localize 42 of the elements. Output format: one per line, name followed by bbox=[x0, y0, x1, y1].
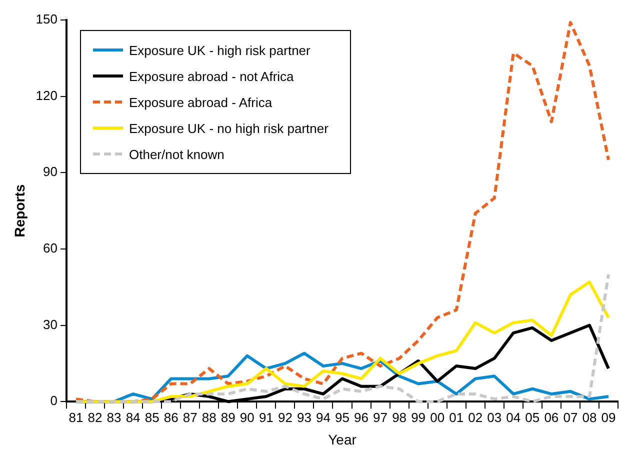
x-tick-label: 99 bbox=[411, 410, 426, 425]
x-tick-label: 97 bbox=[373, 410, 388, 425]
x-tick-label: 01 bbox=[449, 410, 464, 425]
x-tick-label: 84 bbox=[126, 410, 140, 425]
x-tick-label: 92 bbox=[278, 410, 292, 425]
y-axis-title: Reports bbox=[11, 184, 28, 238]
x-tick-label: 04 bbox=[506, 410, 521, 425]
x-tick-label: 82 bbox=[88, 410, 102, 425]
x-axis-title: Year bbox=[328, 431, 357, 448]
x-tick-label: 05 bbox=[525, 410, 540, 425]
x-tick-label: 95 bbox=[335, 410, 350, 425]
x-tick-label: 85 bbox=[144, 410, 160, 425]
x-tick-label: 81 bbox=[68, 410, 84, 425]
y-tick-label: 150 bbox=[36, 12, 58, 27]
y-tick-label: 0 bbox=[50, 393, 58, 408]
x-tick-label: 83 bbox=[106, 410, 122, 425]
x-tick-label: 88 bbox=[202, 410, 216, 425]
x-tick-label: 94 bbox=[316, 410, 330, 425]
legend-label: Exposure abroad - not Africa bbox=[129, 68, 294, 84]
x-tick-label: 02 bbox=[468, 410, 483, 425]
x-tick-label: 87 bbox=[182, 410, 198, 425]
x-tick-label: 00 bbox=[430, 410, 445, 425]
y-tick-label: 90 bbox=[43, 164, 58, 180]
legend-label: Exposure abroad - Africa bbox=[129, 94, 272, 110]
legend-label: Exposure UK - no high risk partner bbox=[129, 120, 328, 136]
x-tick-label: 93 bbox=[296, 410, 312, 425]
x-tick-label: 07 bbox=[563, 410, 578, 425]
y-tick-label: 60 bbox=[43, 240, 58, 256]
x-tick-label: 96 bbox=[354, 410, 368, 425]
x-tick-label: 06 bbox=[544, 410, 559, 425]
x-tick-label: 09 bbox=[601, 410, 616, 425]
x-tick-label: 08 bbox=[582, 410, 597, 425]
x-tick-label: 98 bbox=[392, 410, 407, 425]
x-tick-label: 03 bbox=[487, 410, 502, 425]
y-tick-label: 30 bbox=[43, 316, 58, 332]
y-tick-label: 120 bbox=[36, 88, 58, 103]
x-tick-label: 90 bbox=[240, 410, 254, 425]
legend-label: Exposure UK - high risk partner bbox=[129, 42, 310, 58]
x-tick-label: 89 bbox=[220, 410, 236, 425]
legend-label: Other/not known bbox=[129, 146, 224, 162]
x-tick-label: 91 bbox=[258, 410, 274, 425]
x-tick-label: 86 bbox=[164, 410, 178, 425]
